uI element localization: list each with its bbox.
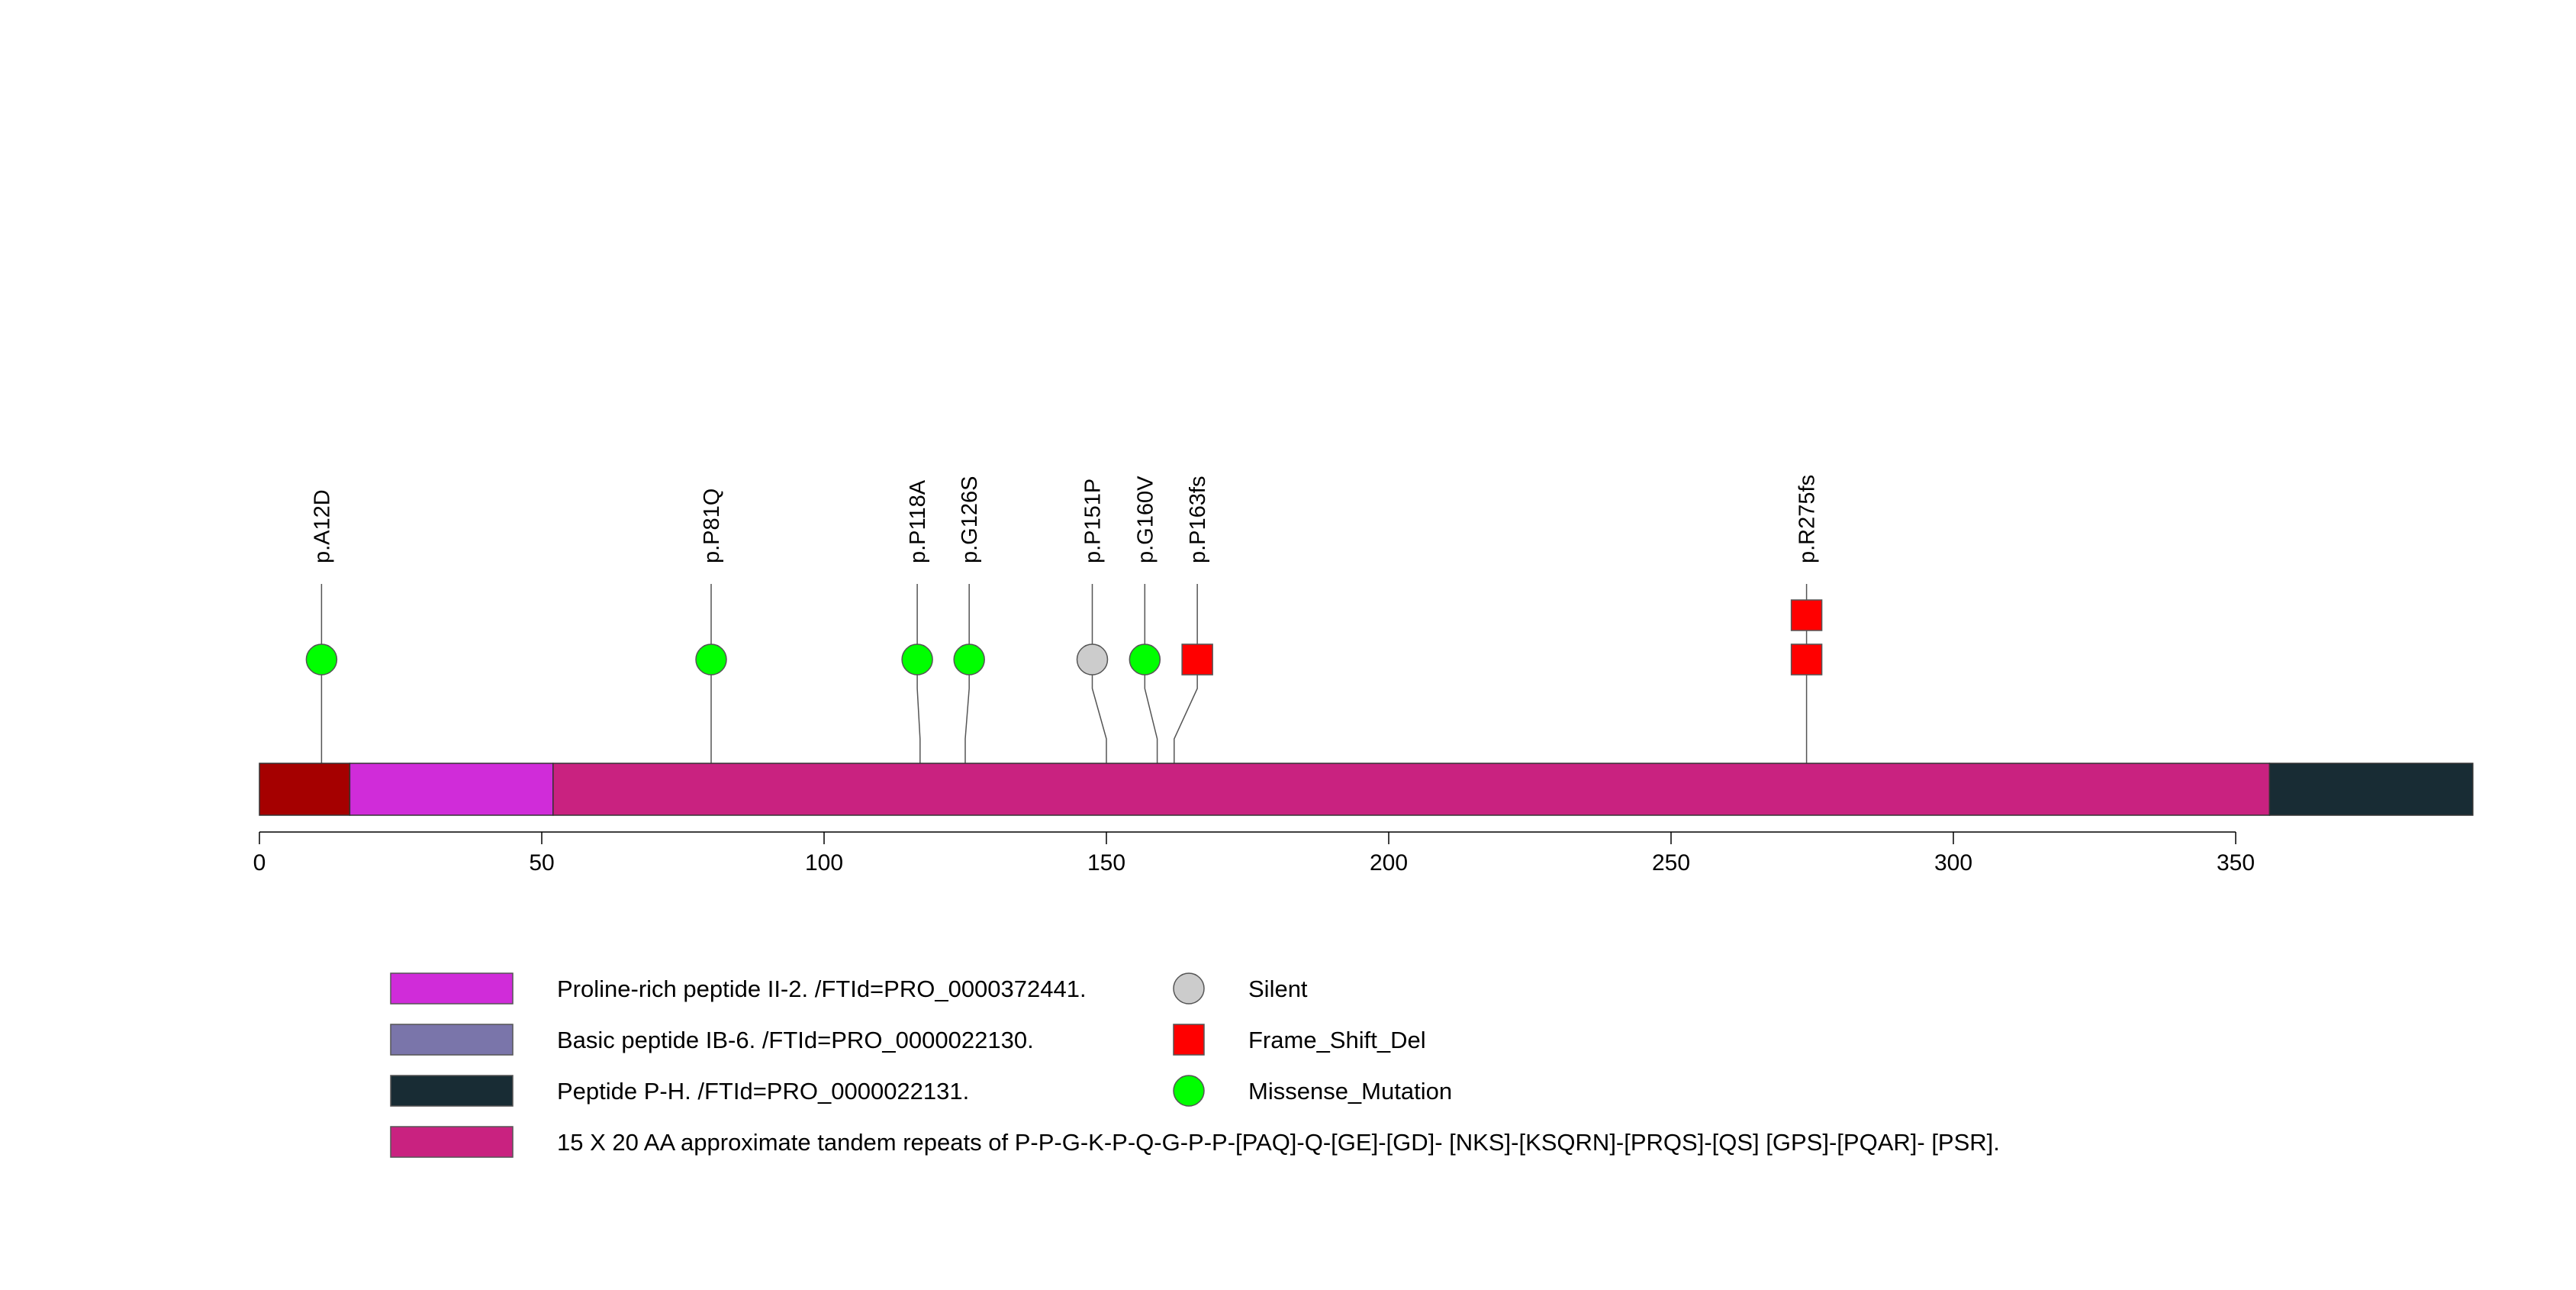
legend: Proline-rich peptide II-2. /FTId=PRO_000… <box>390 972 2000 1158</box>
mutation-label-5: p.G160V <box>1133 476 1158 563</box>
mutation-label-2: p.P118A <box>906 479 930 563</box>
x-tick-label-0: 0 <box>253 850 266 876</box>
domain-segment-2 <box>552 763 2271 816</box>
legend-label-1: Basic peptide IB-6. /FTId=PRO_0000022130… <box>557 1027 1034 1053</box>
mutation-label-1: p.P81Q <box>700 489 724 563</box>
legend-mutation-symbol-1 <box>1173 1024 1205 1056</box>
protein-backbone <box>259 763 2474 816</box>
x-tick-label-7: 350 <box>2217 850 2255 876</box>
mutation-marker-7-0 <box>1790 643 1823 676</box>
mutation-marker-0-0 <box>305 643 338 676</box>
x-tick-label-6: 300 <box>1934 850 1972 876</box>
legend-swatch-1 <box>390 1024 514 1056</box>
x-tick-label-4: 200 <box>1370 850 1408 876</box>
mutation-label-4: p.P151P <box>1081 479 1106 563</box>
mutation-marker-6-0 <box>1181 643 1213 676</box>
x-tick-label-1: 50 <box>529 850 554 876</box>
mutation-markers <box>305 599 1823 676</box>
mutation-labels: p.A12D p.P81Q p.P118A p.G126S p.P151P p.G160V… <box>310 475 1819 563</box>
legend-mutation-label-0: Silent <box>1248 976 1308 1002</box>
legend-swatch-2 <box>390 1075 514 1107</box>
mutation-marker-7-1 <box>1790 599 1823 631</box>
legend-mutation-label-2: Missense_Mutation <box>1248 1078 1452 1105</box>
mutation-marker-5-0 <box>1129 643 1161 676</box>
mutation-label-3: p.G126S <box>958 476 982 563</box>
domain-segment-3 <box>2268 763 2474 816</box>
legend-mutation-label-1: Frame_Shift_Del <box>1248 1027 1426 1053</box>
legend-mutation-symbol-0 <box>1173 972 1205 1005</box>
legend-swatch-0 <box>390 972 514 1005</box>
mutation-marker-1-0 <box>695 643 727 676</box>
x-tick-label-2: 100 <box>805 850 843 876</box>
legend-label-0: Proline-rich peptide II-2. /FTId=PRO_000… <box>557 976 1087 1002</box>
legend-swatch-3 <box>390 1126 514 1158</box>
domain-segment-0 <box>259 763 351 816</box>
mutation-marker-3-0 <box>953 643 985 676</box>
mutation-label-7: p.R275fs <box>1795 475 1820 563</box>
mutation-marker-2-0 <box>901 643 933 676</box>
mutation-marker-4-0 <box>1076 643 1109 676</box>
mutation-label-6: p.P163fs <box>1186 476 1210 563</box>
domain-segment-1 <box>349 763 554 816</box>
x-axis: 0 50 100 150 200 250 300 350 <box>253 831 2255 876</box>
legend-mutation-symbol-2 <box>1173 1075 1205 1107</box>
legend-label-3: 15 X 20 AA approximate tandem repeats of… <box>557 1129 2000 1156</box>
x-tick-label-3: 150 <box>1087 850 1125 876</box>
x-tick-label-5: 250 <box>1652 850 1690 876</box>
mutation-label-0: p.A12D <box>310 489 334 563</box>
legend-label-2: Peptide P-H. /FTId=PRO_0000022131. <box>557 1078 969 1105</box>
